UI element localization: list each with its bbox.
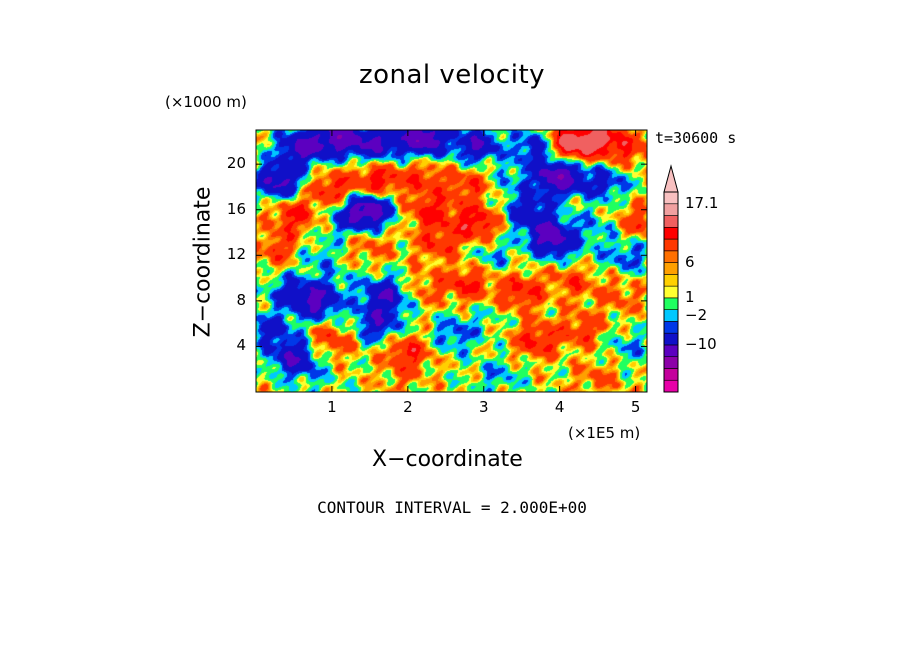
colorbar-swatch (663, 203, 679, 216)
y-tick-label: 20 (226, 154, 246, 173)
x-tick-label: 2 (403, 398, 413, 416)
colorbar-extend-arrow (663, 164, 679, 193)
colorbar-swatch (663, 344, 679, 358)
x-tick-label: 1 (327, 398, 337, 416)
colorbar-swatch (663, 368, 679, 381)
y-tick-label: 16 (226, 199, 246, 218)
colorbar-swatch (663, 379, 679, 393)
colorbar-swatch (663, 285, 679, 299)
x-axis-units: (×1E5 m) (568, 424, 641, 442)
y-axis-units: (×1000 m) (165, 93, 247, 111)
chart-title: zonal velocity (358, 60, 546, 90)
x-tick-label: 3 (478, 398, 489, 416)
colorbar-tick-label: −10 (685, 334, 717, 353)
x-tick-label: 4 (554, 398, 565, 416)
y-axis-label: Z−coordinate (190, 186, 216, 338)
plot-frame (255, 129, 648, 393)
colorbar-swatch (663, 238, 679, 252)
colorbar-tick-label: −2 (685, 305, 708, 324)
x-tick-label: 5 (630, 398, 641, 416)
colorbar-swatch (663, 356, 679, 369)
colorbar-swatch (663, 250, 679, 263)
colorbar-swatch (663, 297, 679, 310)
colorbar-swatch (663, 321, 679, 334)
colorbar-swatch (663, 332, 679, 346)
colorbar-tick-label: 1 (685, 287, 695, 306)
y-tick-label: 12 (226, 245, 246, 264)
x-axis-label: X−coordinate (372, 447, 523, 472)
colorbar-swatch (663, 215, 679, 228)
colorbar-tick-label: 17.1 (685, 193, 719, 212)
colorbar-swatch (663, 262, 679, 275)
colorbar-swatch (663, 226, 679, 240)
y-tick-label: 4 (236, 336, 246, 355)
contour-interval-note: CONTOUR INTERVAL = 2.000E+00 (317, 498, 587, 517)
colorbar-frame (663, 191, 679, 393)
colorbar-swatch (663, 309, 679, 322)
y-tick-label: 8 (236, 290, 246, 309)
colorbar-tick-label: 6 (685, 252, 695, 271)
colorbar-swatch (663, 274, 679, 287)
time-label: t=30600 s (655, 129, 737, 147)
colorbar-swatch (663, 191, 679, 205)
velocity-field-plot (256, 130, 647, 392)
